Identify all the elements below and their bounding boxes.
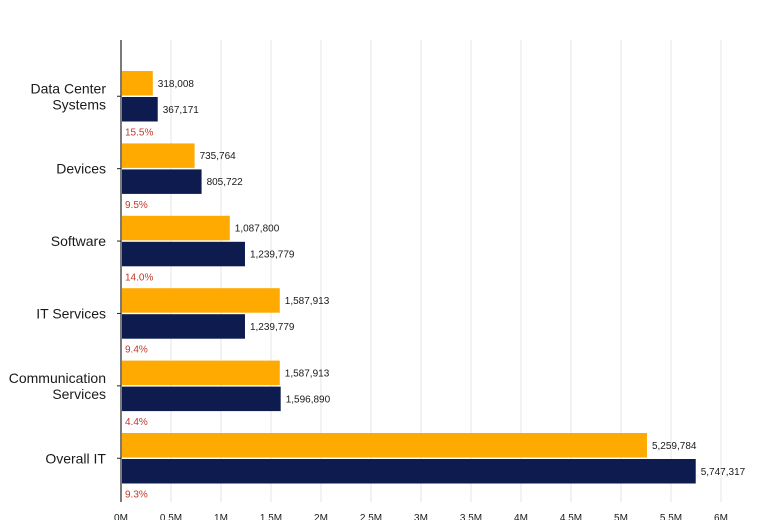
category-labels: Data Center Systems Devices Software IT Serv… [9, 80, 121, 466]
bar [122, 143, 195, 168]
category-label: Communication Services [9, 370, 106, 402]
category-label-line: Software [51, 233, 106, 249]
x-tick-label: 3M [414, 513, 428, 520]
growth-label: 9.4% [125, 345, 148, 356]
data-label: 367,171 [163, 105, 200, 116]
bar [122, 97, 158, 122]
bars [122, 71, 696, 484]
data-label: 1,596,890 [286, 394, 331, 405]
data-label: 5,747,317 [701, 467, 746, 478]
category-label-line: Data Center [31, 80, 107, 96]
x-tick-label: 5.5M [660, 513, 682, 520]
data-label: 1,239,779 [250, 322, 295, 333]
data-label: 805,722 [207, 177, 244, 188]
category-label: IT Services [36, 305, 106, 321]
growth-label: 9.5% [125, 200, 148, 211]
value-labels: 318,008 367,171 735,764 805,722 1,087,800 1,2… [158, 79, 746, 478]
category-label: Software [51, 233, 106, 249]
bar [122, 433, 647, 458]
data-label: 1,587,913 [285, 296, 330, 307]
category-label-line: Services [52, 386, 106, 402]
bar [122, 288, 280, 313]
growth-labels: 15.5% 9.5% 14.0% 9.4% 4.4% 9.3% [125, 128, 153, 501]
category-label-line: IT Services [36, 305, 106, 321]
bar [122, 169, 202, 194]
x-tick-label: 5M [614, 513, 628, 520]
category-label-line: Systems [52, 96, 106, 112]
bar [122, 386, 281, 412]
bar [122, 215, 230, 241]
x-tick-label: 1.5M [260, 513, 282, 520]
category-label-line: Devices [56, 161, 106, 177]
gridlines [170, 40, 722, 502]
bar [122, 459, 696, 484]
category-label-line: Communication [9, 370, 106, 386]
x-tick-label: 6M [714, 513, 728, 520]
growth-label: 14.0% [125, 272, 153, 283]
growth-label: 4.4% [125, 417, 148, 428]
x-tick-label: 3.5M [460, 513, 482, 520]
growth-label: 15.5% [125, 128, 153, 139]
bar [122, 71, 153, 96]
data-label: 1,087,800 [235, 224, 280, 235]
x-tick-label: 1M [214, 513, 228, 520]
x-tick-label: 2M [314, 513, 328, 520]
data-label: 1,587,913 [285, 368, 330, 379]
x-tick-label: 0M [114, 513, 128, 520]
x-tick-label: 2.5M [360, 513, 382, 520]
category-label-line: Overall IT [45, 450, 106, 466]
bar [122, 241, 245, 267]
category-label: Data Center Systems [31, 80, 107, 112]
x-tick-label: 4.5M [560, 513, 582, 520]
x-axis-ticks: 0M 0.5M 1M 1.5M 2M 2.5M 3M 3.5M 4M 4.5M 5M 5.5M 6M [114, 513, 728, 520]
x-tick-label: 4M [514, 513, 528, 520]
data-label: 735,764 [200, 151, 237, 162]
bar [122, 314, 245, 339]
x-tick-label: 0.5M [160, 513, 182, 520]
category-label: Devices [56, 161, 106, 177]
bar [122, 360, 280, 386]
data-label: 1,239,779 [250, 250, 295, 261]
growth-label: 9.3% [125, 490, 148, 501]
data-label: 5,259,784 [652, 441, 697, 452]
data-label: 318,008 [158, 79, 195, 90]
category-label: Overall IT [45, 450, 106, 466]
